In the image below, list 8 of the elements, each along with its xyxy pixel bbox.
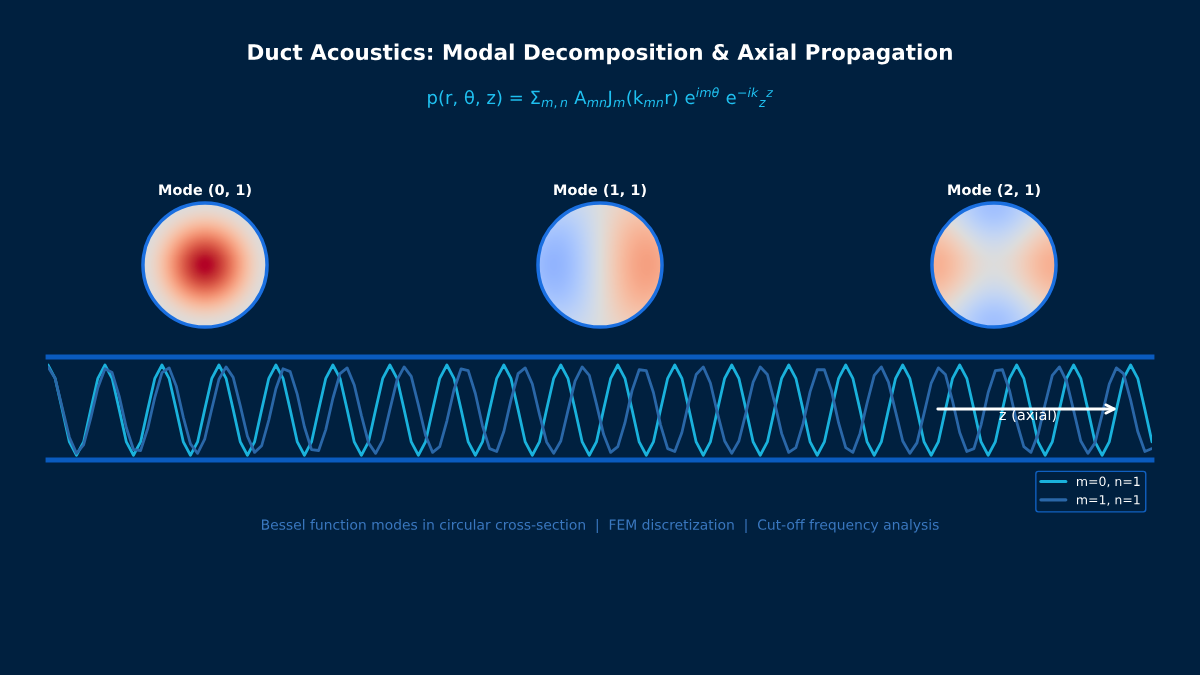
- text: Mode (0, 1): [159, 183, 251, 198]
- text: Mode (1, 1): [554, 183, 646, 198]
- text: Bessel function modes in circular cross-section | FEM discretization | Cut-off frequency analysis: [262, 519, 939, 533]
- text: p(r, θ, z) = Σ$_{m,n}$ A$_{mn}$J$_{m}$(k$_{mn}$r) e$^{imθ}$ e$^{−ik}$$_{z}$$^{z}$: [428, 87, 774, 109]
- chart-title: Duct Acoustics: Modal Decomposition & Axial Propagation: [248, 43, 952, 65]
- legend-label: m=0, n=1: [1076, 476, 1140, 488]
- text: Mode (2, 1): [948, 183, 1040, 198]
- legend-label: m=1, n=1: [1076, 495, 1140, 506]
